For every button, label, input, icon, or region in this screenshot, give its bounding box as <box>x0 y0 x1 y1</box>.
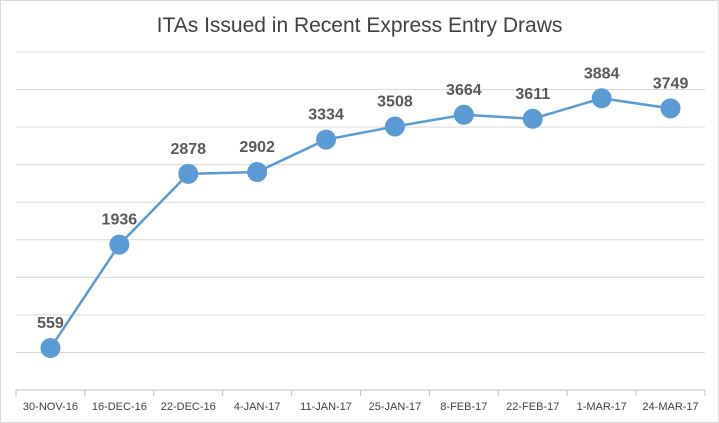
data-point <box>316 129 337 150</box>
data-label: 3664 <box>446 82 482 99</box>
data-point <box>247 162 268 183</box>
data-point <box>40 338 61 359</box>
x-tick-label: 25-JAN-17 <box>369 401 422 413</box>
data-label: 1936 <box>102 212 138 229</box>
data-point <box>384 116 405 137</box>
x-tick-label: 22-DEC-16 <box>161 401 216 413</box>
series-line <box>49 96 671 349</box>
data-label: 3508 <box>377 94 413 111</box>
data-point <box>660 98 681 119</box>
data-label: 3884 <box>584 65 620 82</box>
data-points <box>40 88 681 359</box>
data-label: 3611 <box>515 86 550 103</box>
x-tick-label: 11-JAN-17 <box>300 401 352 413</box>
chart-title: ITAs Issued in Recent Express Entry Draw… <box>156 14 563 37</box>
data-labels: 559 1936 2878 2902 3334 3508 3664 3611 3884 3749 <box>37 65 688 332</box>
data-point <box>453 104 474 125</box>
data-label: 3334 <box>308 107 344 124</box>
x-tick-label: 16-DEC-16 <box>92 401 147 413</box>
data-label: 2902 <box>239 139 275 156</box>
x-axis: 30-NOV-16 16-DEC-16 22-DEC-16 4-JAN-17 11-JA… <box>15 389 706 413</box>
data-label: 3749 <box>653 75 689 92</box>
x-tick-label: 8-FEB-17 <box>440 401 487 413</box>
data-point <box>178 163 199 184</box>
data-label: 559 <box>37 315 64 332</box>
series-polyline <box>49 96 671 349</box>
x-tick-label: 30-NOV-16 <box>23 401 78 413</box>
x-tick-label: 1-MAR-17 <box>577 401 627 413</box>
data-point <box>522 108 543 129</box>
gridlines <box>16 51 705 353</box>
data-point <box>591 88 612 109</box>
x-tick-label: 24-MAR-17 <box>642 401 698 413</box>
data-label: 2878 <box>170 141 206 158</box>
x-tick-label: 22-FEB-17 <box>506 401 559 413</box>
x-tick-label: 4-JAN-17 <box>234 401 280 413</box>
data-point <box>109 234 130 255</box>
